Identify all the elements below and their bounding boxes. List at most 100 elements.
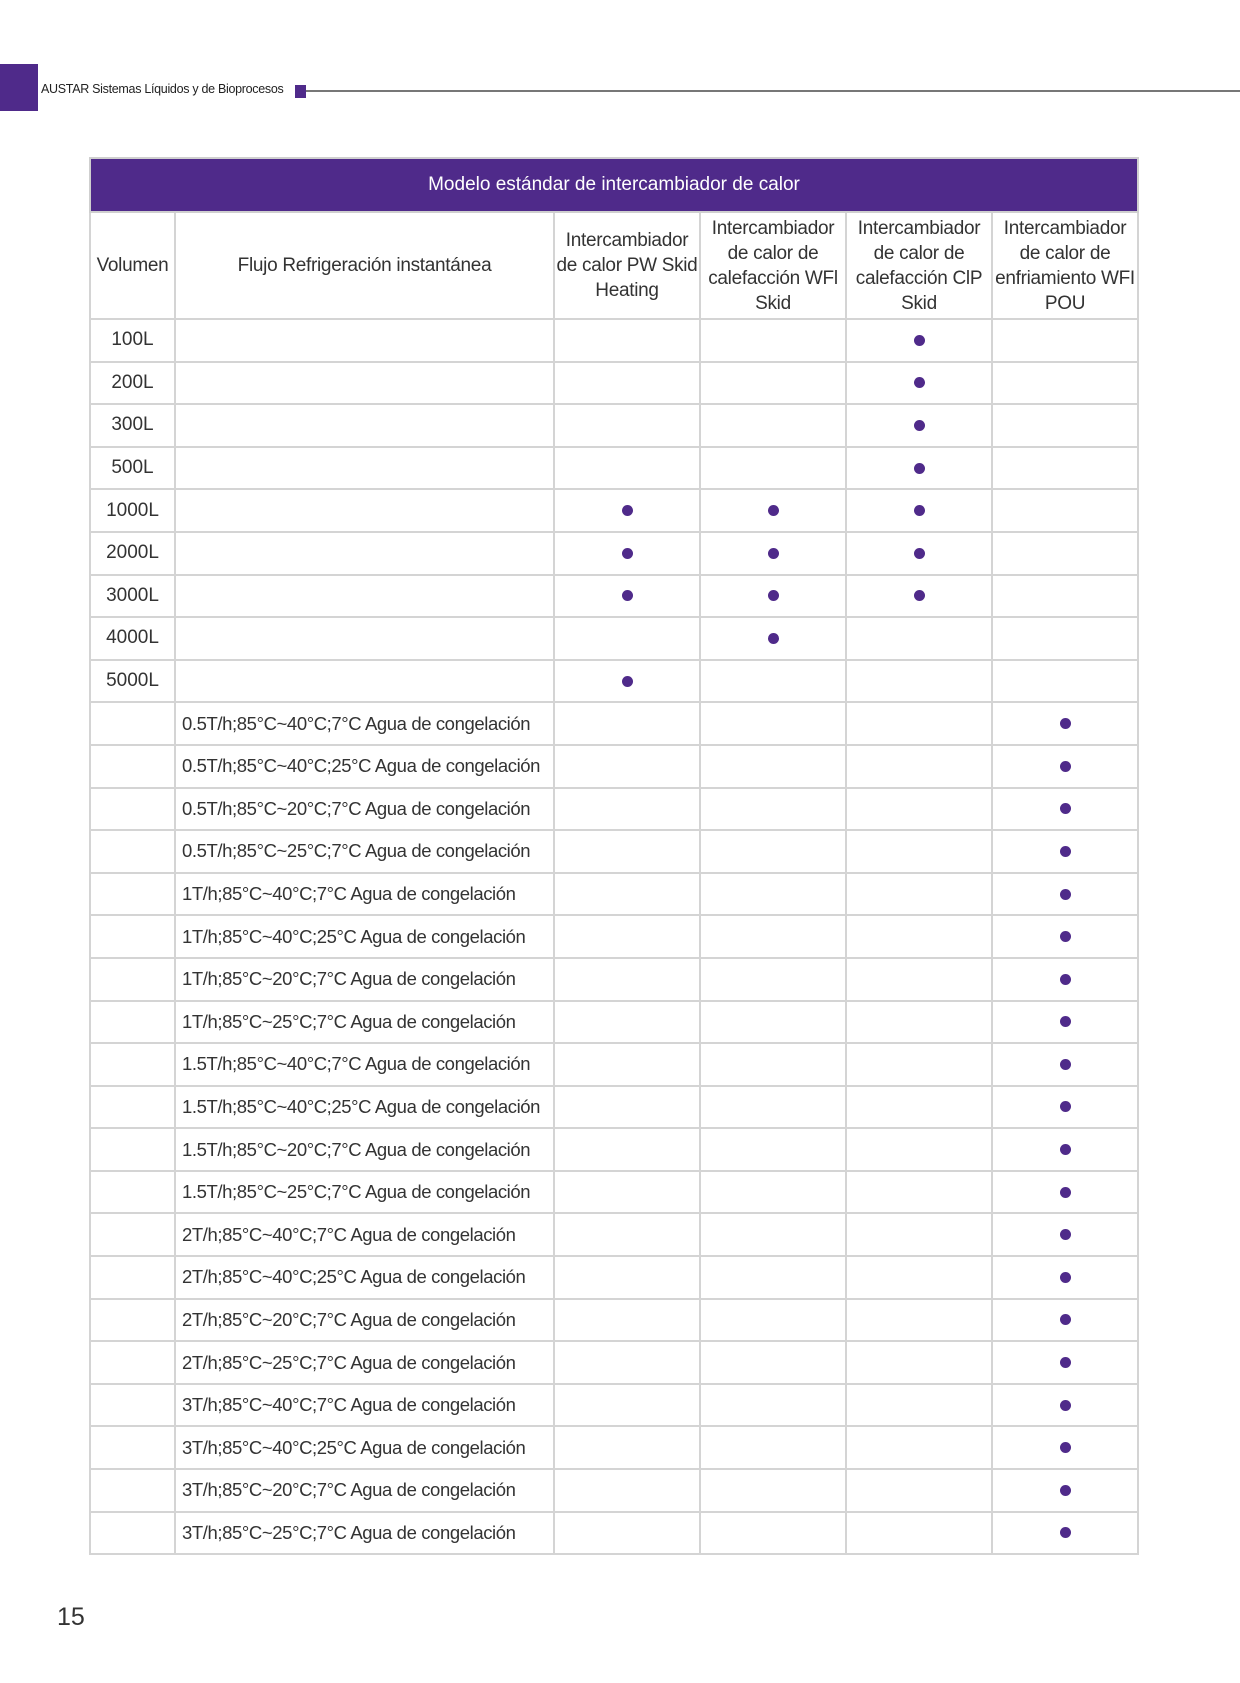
mark-cell [845, 1212, 993, 1258]
filled-circle-icon [1059, 1442, 1071, 1454]
flow-cell: 0.5T/h;85°C~25°C;7°C Agua de congelación [174, 829, 555, 874]
flow-cell: 2T/h;85°C~40°C;25°C Agua de congelación [174, 1255, 555, 1300]
mark-cell [991, 1084, 1139, 1130]
mark-cell [845, 1340, 993, 1385]
mark-cell [553, 1169, 701, 1215]
table-row: 3T/h;85°C~20°C;7°C Agua de congelación [89, 1468, 1139, 1513]
filled-circle-icon [1059, 1016, 1071, 1028]
filled-circle-icon [1059, 1101, 1071, 1113]
table-row: 3T/h;85°C~40°C;7°C Agua de congelación [89, 1382, 1139, 1428]
mark-cell [845, 743, 993, 789]
mark-cell [699, 871, 847, 917]
flow-cell [174, 616, 555, 661]
filled-circle-icon [621, 590, 633, 602]
column-header-flow: Flujo Refrigeración instantánea [174, 211, 555, 320]
mark-cell [845, 1382, 993, 1428]
mark-cell [845, 616, 993, 661]
mark-cell [699, 658, 847, 704]
filled-circle-icon [767, 505, 779, 517]
mark-cell [845, 360, 993, 406]
mark-cell [699, 743, 847, 789]
mark-cell [553, 829, 701, 874]
mark-cell [991, 1510, 1139, 1556]
mark-cell [991, 701, 1139, 746]
table-row: 2000L [89, 530, 1139, 576]
mark-cell [699, 1169, 847, 1215]
flow-cell: 1T/h;85°C~20°C;7°C Agua de congelación [174, 956, 555, 1002]
mark-cell [699, 1468, 847, 1513]
flow-cell: 3T/h;85°C~25°C;7°C Agua de congelación [174, 1510, 555, 1556]
mark-cell [553, 530, 701, 576]
table-row: 3000L [89, 573, 1139, 619]
mark-cell [553, 1510, 701, 1556]
mark-cell [991, 914, 1139, 959]
table-row: 1T/h;85°C~25°C;7°C Agua de congelación [89, 999, 1139, 1045]
mark-cell [553, 956, 701, 1002]
page-number: 15 [57, 1603, 85, 1631]
filled-circle-icon [1059, 931, 1071, 943]
table-row: 1.5T/h;85°C~40°C;7°C Agua de congelación [89, 1042, 1139, 1087]
filled-circle-icon [621, 547, 633, 559]
mark-cell [553, 488, 701, 533]
filled-circle-icon [913, 462, 925, 474]
flow-cell: 3T/h;85°C~40°C;25°C Agua de congelación [174, 1425, 555, 1471]
mark-cell [699, 360, 847, 406]
table-body: 100L 200L 300L 500L 1000L 2000L 3000L 4000L 5000… [89, 318, 1139, 1556]
filled-circle-icon [1059, 1399, 1071, 1411]
filled-circle-icon [1059, 1144, 1071, 1156]
filled-circle-icon [1059, 718, 1071, 730]
flow-cell: 2T/h;85°C~20°C;7°C Agua de congelación [174, 1297, 555, 1343]
mark-cell [553, 658, 701, 704]
volume-cell [89, 1042, 176, 1087]
mark-cell [553, 1212, 701, 1258]
volume-cell [89, 1212, 176, 1258]
mark-cell [845, 1297, 993, 1343]
mark-cell [991, 616, 1139, 661]
mark-cell [991, 999, 1139, 1045]
mark-cell [699, 1425, 847, 1471]
flow-cell [174, 658, 555, 704]
mark-cell [699, 1084, 847, 1130]
mark-cell [553, 1042, 701, 1087]
mark-cell [991, 530, 1139, 576]
mark-cell [991, 1042, 1139, 1087]
mark-cell [845, 1510, 993, 1556]
column-header-wfi-pou: Intercambiador de calor de enfriamiento … [991, 211, 1139, 320]
flow-cell [174, 530, 555, 576]
mark-cell [553, 1425, 701, 1471]
filled-circle-icon [767, 547, 779, 559]
mark-cell [845, 488, 993, 533]
filled-circle-icon [1059, 1271, 1071, 1283]
mark-cell [845, 1255, 993, 1300]
filled-circle-icon [1059, 1484, 1071, 1496]
filled-circle-icon [1059, 1229, 1071, 1241]
mark-cell [699, 1127, 847, 1172]
mark-cell [845, 573, 993, 619]
table-row: 3T/h;85°C~40°C;25°C Agua de congelación [89, 1425, 1139, 1471]
mark-cell [553, 403, 701, 448]
heat-exchanger-table: Modelo estándar de intercambiador de cal… [89, 157, 1139, 1556]
flow-cell: 3T/h;85°C~20°C;7°C Agua de congelación [174, 1468, 555, 1513]
filled-circle-icon [1059, 1314, 1071, 1326]
mark-cell [991, 360, 1139, 406]
filled-circle-icon [621, 675, 633, 687]
flow-cell: 0.5T/h;85°C~20°C;7°C Agua de congelación [174, 786, 555, 832]
mark-cell [991, 1169, 1139, 1215]
table-row: 300L [89, 403, 1139, 448]
mark-cell [553, 1255, 701, 1300]
mark-cell [991, 829, 1139, 874]
mark-cell [553, 1382, 701, 1428]
mark-cell [991, 488, 1139, 533]
flow-cell: 3T/h;85°C~40°C;7°C Agua de congelación [174, 1382, 555, 1428]
column-header-pw-skid: Intercambiador de calor PW Skid Heating [553, 211, 701, 320]
flow-cell: 1.5T/h;85°C~25°C;7°C Agua de congelación [174, 1169, 555, 1215]
mark-cell [845, 786, 993, 832]
mark-cell [845, 445, 993, 491]
volume-cell: 4000L [89, 616, 176, 661]
volume-cell [89, 956, 176, 1002]
table-title: Modelo estándar de intercambiador de cal… [89, 157, 1139, 213]
table-row: 100L [89, 318, 1139, 363]
mark-cell [845, 701, 993, 746]
flow-cell: 2T/h;85°C~25°C;7°C Agua de congelación [174, 1340, 555, 1385]
volume-cell: 5000L [89, 658, 176, 704]
